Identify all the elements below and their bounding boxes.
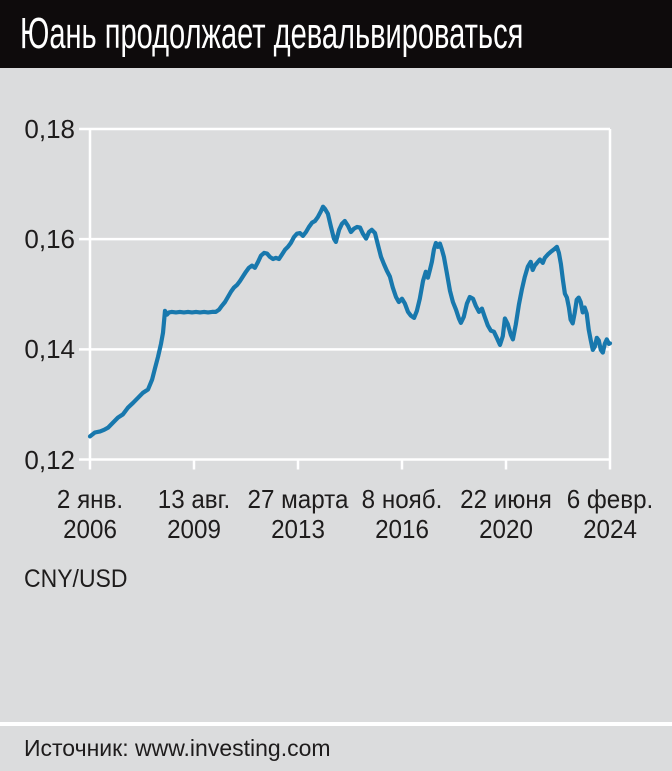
x-tick-label: 27 марта 2013 [228, 484, 368, 544]
x-tick-label-line: 8 нояб. [361, 484, 443, 514]
source-divider [0, 722, 672, 726]
x-tick-label: 22 июня 2020 [436, 484, 576, 544]
x-tick-label-line: 2 янв. [56, 484, 124, 514]
x-tick-label-line: 6 февр. [566, 484, 654, 514]
x-tick-label: 8 нояб. 2016 [332, 484, 472, 544]
x-tick-label-line: 2013 [271, 514, 325, 544]
y-tick-label: 0,16 [24, 224, 75, 255]
x-tick-label-line: 2009 [167, 514, 221, 544]
grid-lines [79, 127, 612, 461]
x-tick-label-line: 2006 [63, 514, 117, 544]
page-title: Юань продолжает девальвироваться [20, 9, 524, 58]
y-tick-label: 0,14 [24, 334, 75, 365]
x-axis-ticks [88, 459, 612, 470]
x-tick-label: 2 янв. 2006 [20, 484, 160, 544]
x-tick-label-line: 2024 [583, 514, 637, 544]
header-bar: Юань продолжает девальвироваться График … [0, 0, 672, 68]
series-line [87, 204, 613, 439]
x-tick-label: 13 авг. 2009 [124, 484, 264, 544]
source-text: Источник: www.investing.com [24, 735, 331, 761]
x-tick-label-line: 22 июня [460, 484, 552, 514]
y-tick-label: 0,12 [24, 444, 75, 475]
x-tick-label-line: 13 авг. [157, 484, 231, 514]
x-tick-label-line: 2016 [375, 514, 429, 544]
x-tick-label: 6 февр. 2024 [540, 484, 672, 544]
x-tick-label-line: 27 марта [247, 484, 349, 514]
y-tick-label: 0,18 [24, 114, 75, 144]
x-tick-label-line: 2020 [479, 514, 533, 544]
axis-unit-label: CNY/USD [24, 565, 128, 593]
